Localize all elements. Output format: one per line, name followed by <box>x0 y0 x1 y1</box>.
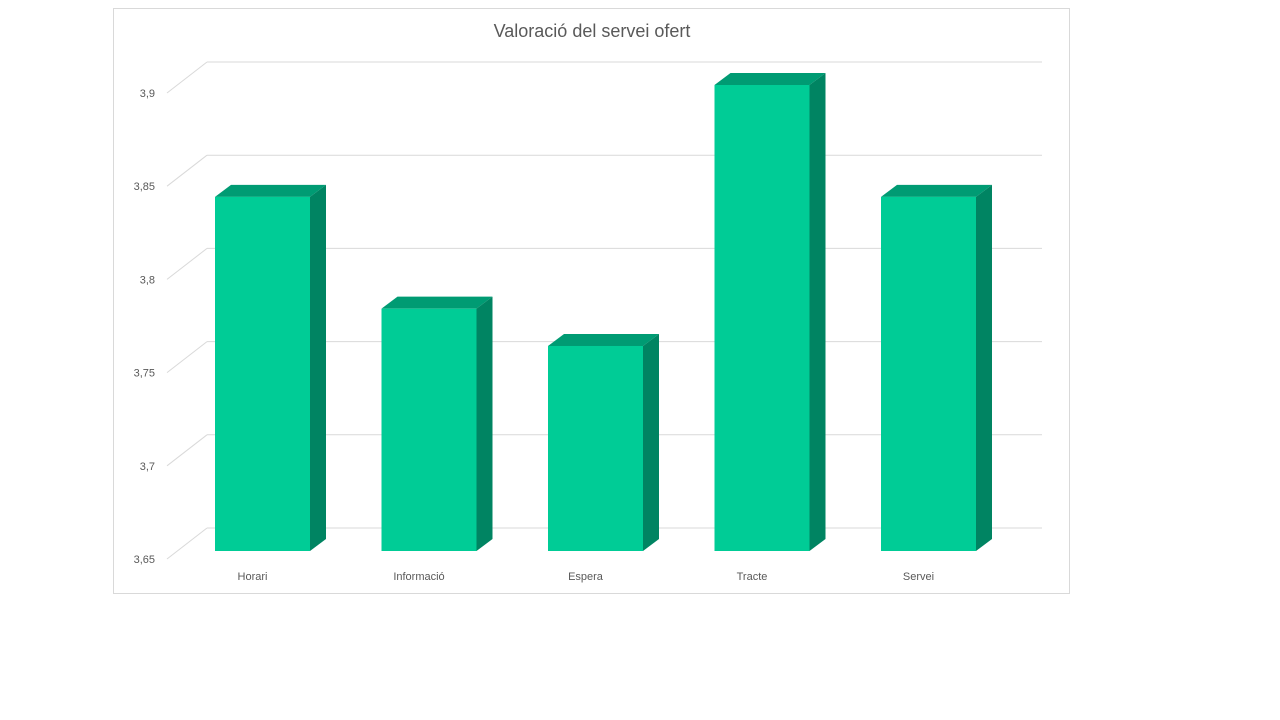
bar-servei <box>881 184 992 551</box>
chart-title: Valoració del servei ofert <box>494 21 691 41</box>
bar-side <box>809 73 826 551</box>
gridline-depth <box>166 248 208 280</box>
bar-top <box>215 184 326 197</box>
x-category-label: Tracte <box>737 571 768 583</box>
bar-tracte <box>714 73 826 551</box>
gridline-depth <box>166 61 208 94</box>
y-tick-label: 3,75 <box>134 368 155 380</box>
y-tick-label: 3,9 <box>140 88 155 100</box>
bar-front <box>215 196 310 551</box>
bar-informació <box>381 296 493 551</box>
x-category-label: Espera <box>568 571 604 583</box>
x-category-label: Horari <box>238 571 268 583</box>
bar-top <box>881 184 992 197</box>
gridline-depth <box>166 341 208 373</box>
bar-espera <box>548 333 659 551</box>
gridline-depth <box>166 527 208 560</box>
y-tick-label: 3,7 <box>140 461 155 473</box>
bar-top <box>548 333 659 346</box>
x-category-label: Servei <box>903 571 934 583</box>
gridline-depth <box>166 434 208 467</box>
bar-front <box>548 345 643 551</box>
y-tick-label: 3,8 <box>140 274 155 286</box>
bar-side <box>476 296 493 551</box>
gridline-depth <box>166 154 208 187</box>
bar-side <box>976 184 992 551</box>
bar-top <box>714 73 826 85</box>
bar-horari <box>215 184 326 551</box>
bar-side <box>310 184 326 551</box>
y-tick-label: 3,65 <box>134 554 155 566</box>
y-tick-label: 3,85 <box>134 181 155 193</box>
x-category-label: Informació <box>393 571 444 583</box>
bar-front <box>714 85 810 551</box>
chart-area <box>113 8 1070 594</box>
bar-side <box>643 333 659 551</box>
bar-front <box>381 308 477 551</box>
bar-top <box>381 296 493 309</box>
bar-front <box>881 196 976 551</box>
